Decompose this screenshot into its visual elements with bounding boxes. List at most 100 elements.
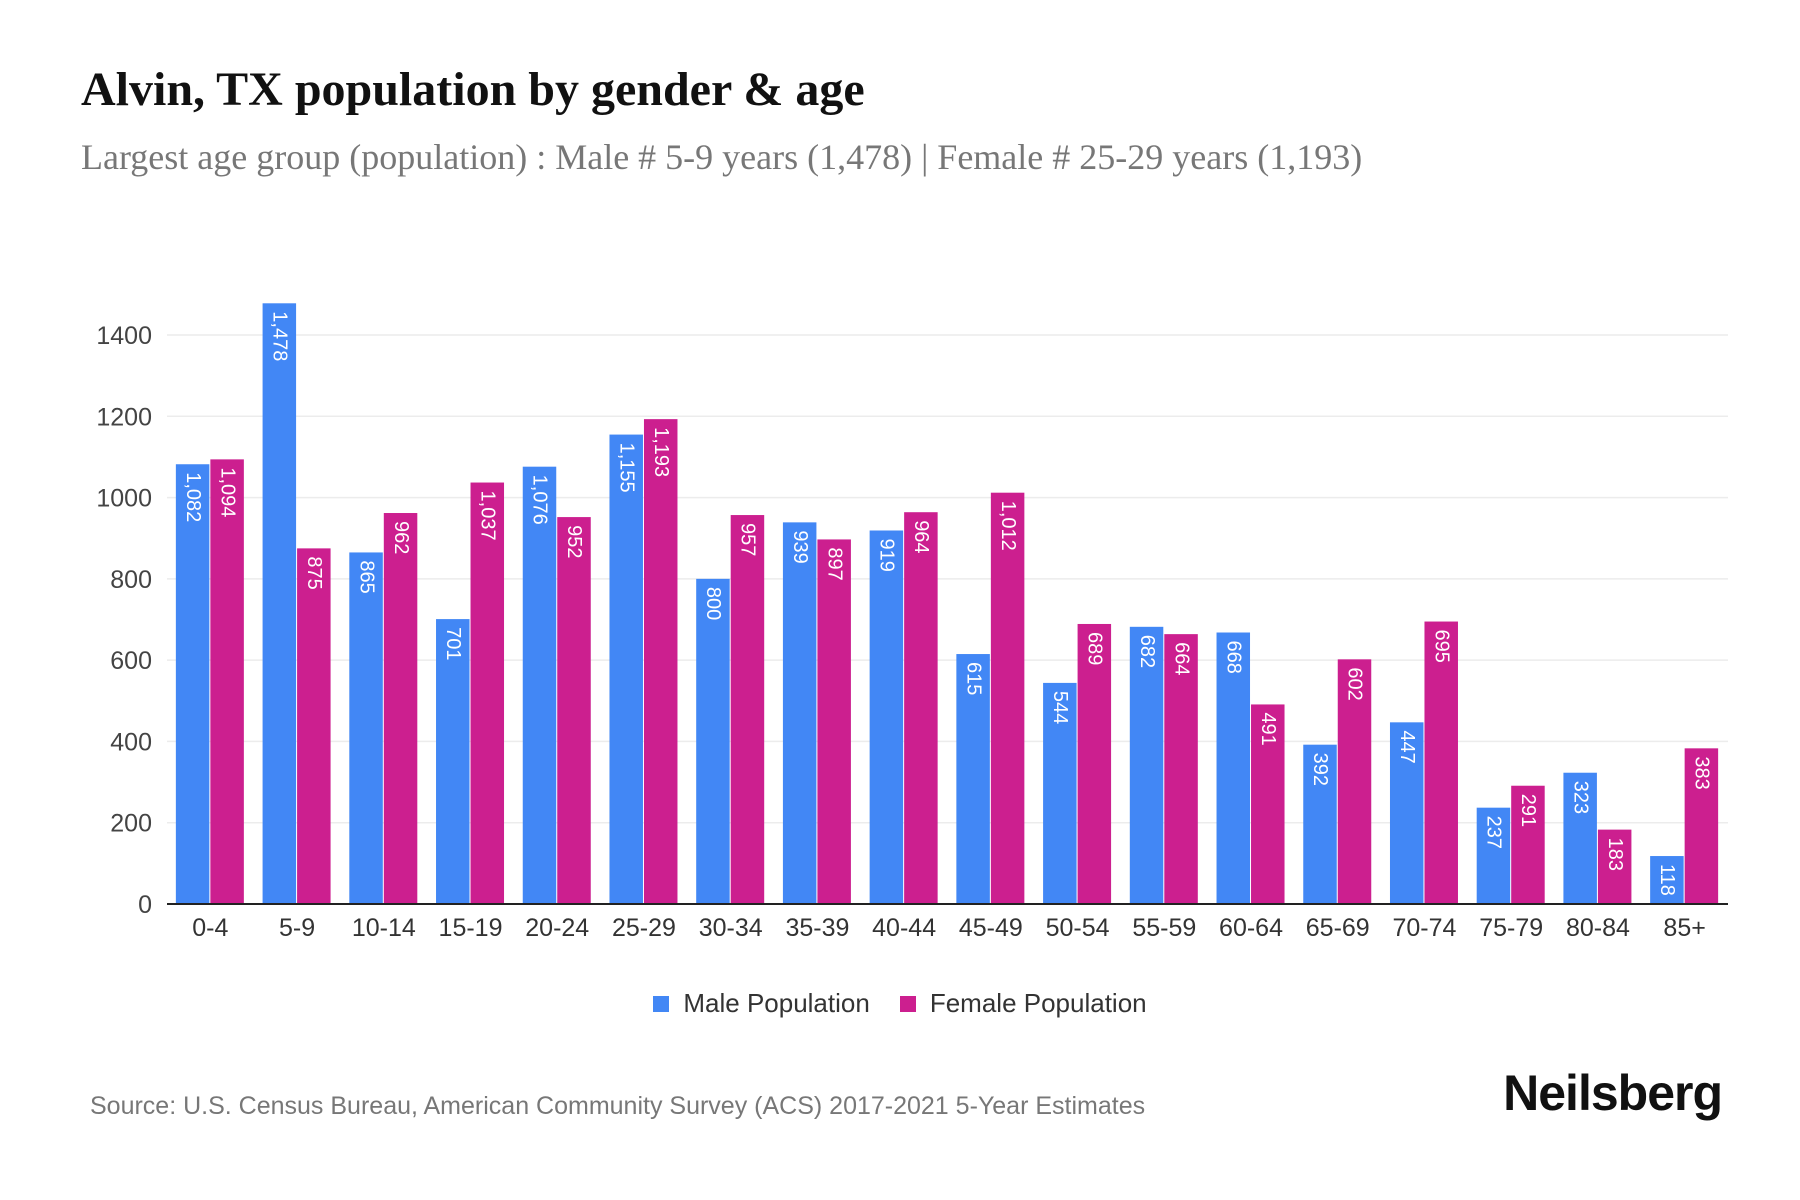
data-label: 291: [1517, 794, 1539, 827]
data-label: 689: [1084, 632, 1106, 665]
x-tick-label: 40-44: [872, 914, 936, 942]
bar-female: [1684, 748, 1719, 904]
x-tick-label: 10-14: [352, 914, 416, 942]
data-label: 1,193: [650, 427, 672, 477]
x-tick-label: 15-19: [439, 914, 503, 942]
data-label: 668: [1222, 641, 1244, 674]
x-tick-label: 85+: [1663, 914, 1705, 942]
y-tick-label: 1200: [96, 403, 152, 431]
data-label: 701: [442, 627, 464, 660]
legend-item-female: Female Population: [899, 988, 1147, 1019]
bar-male: [869, 530, 904, 904]
data-label: 237: [1483, 816, 1505, 849]
bar-male: [349, 552, 383, 904]
data-label: 919: [876, 538, 898, 571]
bar-male: [1129, 626, 1164, 904]
data-label: 183: [1604, 838, 1626, 871]
bar-female: [990, 492, 1025, 904]
x-tick-label: 45-49: [959, 914, 1023, 942]
data-label: 1,155: [615, 443, 637, 493]
source-note: Source: U.S. Census Bureau, American Com…: [90, 1092, 1146, 1120]
data-label: 865: [355, 560, 377, 593]
y-tick-label: 400: [110, 728, 152, 756]
x-tick-label: 20-24: [525, 914, 589, 942]
x-tick-label: 35-39: [785, 914, 849, 942]
bar-female: [1337, 659, 1372, 904]
data-label: 544: [1049, 691, 1071, 724]
data-label: 491: [1257, 712, 1279, 745]
data-label: 875: [303, 556, 325, 589]
legend-item-male: Male Population: [653, 988, 870, 1019]
y-tick-label: 200: [110, 810, 152, 838]
bar-female: [1164, 634, 1198, 904]
bar-female: [817, 539, 851, 904]
data-label: 952: [563, 525, 585, 558]
data-label: 447: [1396, 730, 1418, 763]
bar-male: [1043, 682, 1077, 904]
bar-male: [1563, 772, 1597, 904]
bar-female: [557, 517, 591, 904]
y-tick-label: 1000: [96, 485, 152, 513]
bar-male: [1476, 807, 1511, 904]
data-label: 1,082: [182, 472, 204, 522]
bar-female: [1511, 785, 1545, 904]
bar-female: [730, 515, 765, 904]
neilsberg-logo: Neilsberg: [1503, 1065, 1723, 1121]
data-label: 939: [789, 530, 811, 563]
data-label: 1,478: [269, 311, 291, 361]
bar-male: [1389, 722, 1424, 904]
y-tick-label: 600: [110, 647, 152, 675]
chart-title: Alvin, TX population by gender & age: [81, 63, 865, 116]
legend-swatch-female: [899, 995, 916, 1012]
x-tick-label: 50-54: [1046, 914, 1110, 942]
bar-female: [1251, 704, 1285, 904]
x-tick-label: 60-64: [1219, 914, 1283, 942]
bar-male: [956, 654, 990, 904]
chart-subtitle: Largest age group (population) : Male # …: [81, 137, 1363, 177]
data-label: 1,037: [476, 491, 498, 541]
legend-label-male: Male Population: [683, 988, 870, 1018]
x-tick-label: 25-29: [612, 914, 676, 942]
y-tick-label: 1400: [96, 322, 152, 350]
bar-female: [383, 513, 418, 904]
data-label: 695: [1430, 630, 1452, 663]
bar-male: [436, 619, 470, 904]
bar-female: [210, 459, 244, 904]
bar-male: [262, 303, 297, 904]
y-tick-label: 0: [138, 891, 152, 919]
x-tick-label: 0-4: [192, 914, 228, 942]
legend: Male Population Female Population: [0, 988, 1800, 1019]
bar-male: [175, 464, 210, 904]
data-label: 383: [1691, 756, 1713, 789]
x-tick-label: 55-59: [1132, 914, 1196, 942]
bar-male: [522, 466, 557, 904]
data-label: 682: [1136, 635, 1158, 668]
data-label: 897: [823, 547, 845, 580]
x-tick-label: 65-69: [1306, 914, 1370, 942]
bar-female: [1077, 623, 1112, 904]
bar-female: [470, 482, 505, 904]
bar-female: [904, 512, 938, 904]
x-tick-label: 75-79: [1479, 914, 1543, 942]
data-label: 615: [962, 662, 984, 695]
bar-female: [1424, 621, 1458, 904]
data-label: 664: [1170, 642, 1192, 675]
bar-male: [609, 434, 643, 904]
data-label: 323: [1569, 781, 1591, 814]
data-label: 1,094: [216, 467, 238, 517]
bar-female: [643, 419, 678, 904]
bar-male: [782, 522, 817, 904]
x-tick-label: 70-74: [1392, 914, 1456, 942]
data-label: 602: [1344, 667, 1366, 700]
bar-female: [1597, 829, 1632, 904]
data-label: 957: [737, 523, 759, 556]
bar-male: [1303, 744, 1337, 904]
data-label: 800: [702, 587, 724, 620]
x-tick-label: 5-9: [279, 914, 315, 942]
data-label: 964: [910, 520, 932, 553]
data-label: 1,076: [529, 475, 551, 525]
x-tick-label: 30-34: [699, 914, 763, 942]
bar-male: [1650, 856, 1684, 904]
bar-female: [297, 548, 331, 904]
